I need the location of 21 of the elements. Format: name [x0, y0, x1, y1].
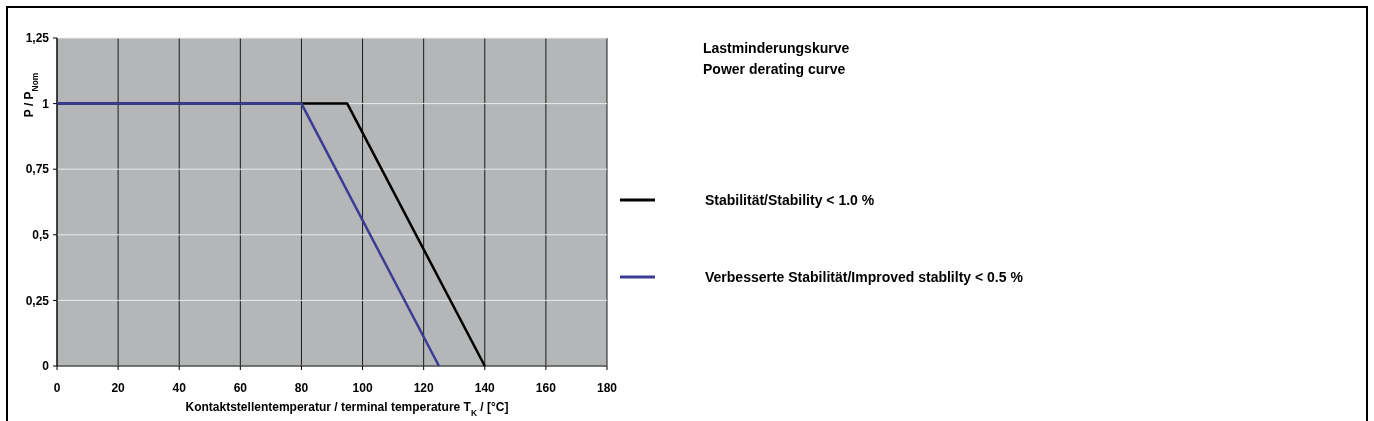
x-tick-label: 180	[596, 381, 618, 395]
x-tick-label: 20	[111, 381, 126, 395]
x-tick-label: 140	[474, 381, 496, 395]
y-tick-label: 0,25	[25, 293, 50, 308]
text: Stabilität/Stability < 1.0 %	[705, 191, 875, 208]
x-tick-label: 0	[53, 381, 61, 395]
x-tick-label: 60	[233, 381, 248, 395]
x-tick-label: 100	[352, 381, 373, 395]
x-tick-label: 160	[535, 381, 557, 395]
x-tick-label: 80	[294, 381, 309, 395]
y-tick-label: 1,25	[25, 31, 50, 46]
x-tick-label: 40	[172, 381, 187, 395]
y-tick-label: 0	[42, 359, 50, 374]
text: Lastminderungskurve	[703, 40, 850, 56]
text: Verbesserte Stabilität/Improved stablilty < 0.5 %	[705, 268, 1024, 285]
y-tick-label: 0,5	[32, 228, 50, 242]
text: Power derating curve	[703, 61, 846, 77]
x-axis-title: Kontaktstellentemperatur / terminal temperature T$_{K}$ / [°C]	[185, 400, 509, 418]
x-tick-label: 120	[413, 381, 434, 395]
y-tick-label: 1	[42, 96, 50, 111]
y-tick-label: 0,75	[25, 162, 50, 177]
